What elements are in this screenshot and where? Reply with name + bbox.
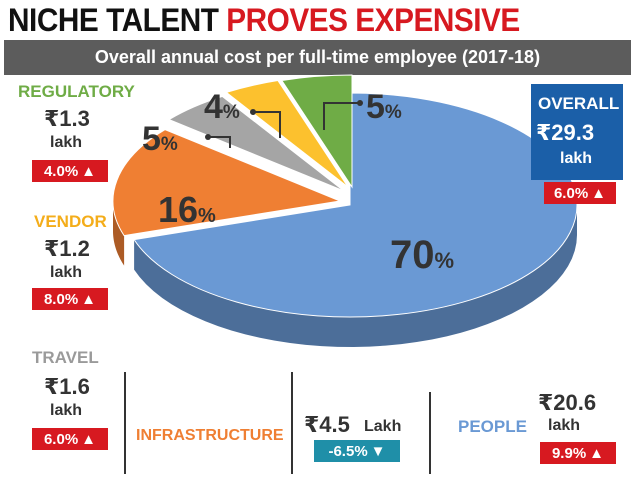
regulatory-unit: lakh [50,134,83,151]
leader-travel [208,136,231,148]
regulatory-label: REGULATORY [18,82,135,101]
vendor-amount: ₹1.2 [44,236,90,261]
arrow-up-icon: ▲ [81,290,97,308]
pie-side-people [134,205,577,347]
slice-label-vendor: 4% [204,88,240,126]
overall-change: 6.0% [553,184,589,202]
chart-subtitle: Overall annual cost per full-time employ… [4,40,631,75]
travel-change-badge: 6.0% ▲ [32,428,108,450]
leader-dot [357,100,363,106]
title-part-1: NICHE TALENT [8,2,219,38]
arrow-up-icon: ▲ [591,184,607,202]
slice-label-people: 70% [390,233,454,277]
travel-label: TRAVEL [32,348,99,367]
overall-box [531,84,623,180]
overall-change-badge: 6.0% ▲ [544,182,616,204]
regulatory-change-badge: 4.0% ▲ [32,160,108,182]
arrow-up-icon: ▲ [81,162,97,180]
people-unit: lakh [548,417,581,434]
infrastructure-change: -6.5% [328,442,368,460]
arrow-up-icon: ▲ [589,444,605,462]
leader-dot [205,134,211,140]
divider-middle [291,372,293,474]
people-label: PEOPLE [458,417,527,436]
pie-slice-infrastructure [112,129,342,237]
regulatory-amount: ₹1.3 [44,106,90,131]
travel-unit: lakh [50,402,83,419]
slice-label-infrastructure: 16% [158,189,216,230]
pie-slice-vendor [225,79,349,188]
pie-slice-people [133,92,578,318]
infrastructure-unit: Lakh [364,418,402,435]
divider-right [429,392,431,474]
vendor-change: 8.0% [43,290,79,308]
overall-label: OVERALL [538,94,620,113]
slice-label-travel: 5% [142,120,178,158]
arrow-down-icon: ▼ [370,442,386,460]
people-change-badge: 9.9% ▲ [540,442,616,464]
pie-side-infrastructure [113,201,125,266]
infrastructure-amount: ₹4.5 [304,412,350,437]
people-amount: ₹20.6 [538,390,597,415]
vendor-label: VENDOR [34,212,107,231]
pie-slice-travel [167,95,345,192]
overall-unit: lakh [560,150,593,167]
overall-amount: ₹29.3 [536,120,595,145]
slice-label-regulatory: 5% [366,88,402,126]
infrastructure-change-badge: -6.5% ▼ [314,440,400,462]
infrastructure-label: INFRASTRUCTURE [136,427,284,444]
leader-dot [250,109,256,115]
people-change: 9.9% [551,444,587,462]
travel-amount: ₹1.6 [44,374,90,399]
vendor-change-badge: 8.0% ▲ [32,288,108,310]
chart-title: NICHE TALENT PROVES EXPENSIVE [8,2,520,39]
vendor-unit: lakh [50,264,83,281]
leader-regulatory [323,102,360,130]
title-part-2: PROVES EXPENSIVE [226,2,520,38]
arrow-up-icon: ▲ [81,430,97,448]
leader-vendor [253,111,281,138]
travel-change: 6.0% [43,430,79,448]
divider-left [124,372,126,474]
regulatory-change: 4.0% [43,162,79,180]
